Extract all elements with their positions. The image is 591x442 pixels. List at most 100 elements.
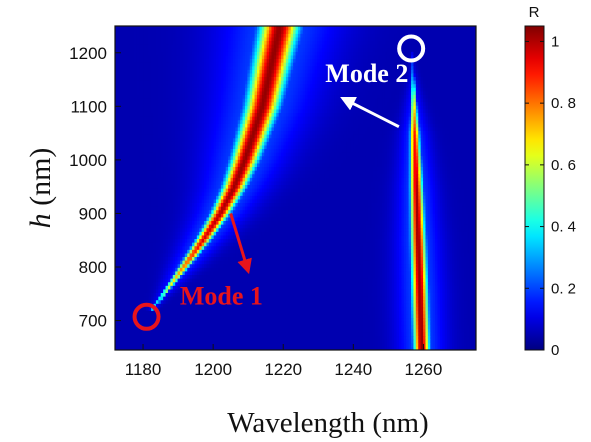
heatmap-cell bbox=[264, 321, 268, 326]
heatmap-cell bbox=[165, 314, 169, 319]
heatmap-cell bbox=[134, 342, 138, 347]
heatmap-cell bbox=[177, 317, 181, 322]
heatmap-cell bbox=[182, 346, 186, 350]
heatmap-cell bbox=[216, 317, 220, 322]
heatmap-cell bbox=[129, 296, 133, 301]
heatmap-cell bbox=[427, 314, 431, 319]
heatmap-cell bbox=[122, 299, 126, 304]
heatmap-cell bbox=[228, 342, 232, 347]
heatmap-cell bbox=[355, 332, 359, 337]
heatmap-cell bbox=[305, 328, 309, 333]
heatmap-cell bbox=[406, 314, 410, 319]
heatmap-cell bbox=[295, 303, 299, 308]
heatmap-cell bbox=[382, 342, 386, 347]
heatmap-cell bbox=[278, 306, 282, 311]
heatmap-cell bbox=[115, 328, 119, 333]
heatmap-cell bbox=[235, 339, 239, 344]
heatmap-cell bbox=[122, 342, 126, 347]
heatmap-cell bbox=[155, 339, 159, 344]
heatmap-cell bbox=[271, 324, 275, 329]
heatmap-cell bbox=[305, 339, 309, 344]
heatmap-cell bbox=[153, 335, 157, 340]
heatmap-cell bbox=[187, 328, 191, 333]
heatmap-cell bbox=[146, 317, 150, 322]
heatmap-cell bbox=[391, 299, 395, 304]
heatmap-cell bbox=[220, 328, 224, 333]
heatmap-cell bbox=[423, 342, 427, 347]
heatmap-cell bbox=[237, 342, 241, 347]
heatmap-cell bbox=[254, 306, 258, 311]
heatmap-cell bbox=[439, 299, 443, 304]
heatmap-cell bbox=[131, 296, 135, 301]
heatmap-cell bbox=[350, 335, 354, 340]
heatmap-cell bbox=[439, 342, 443, 347]
heatmap-cell bbox=[442, 306, 446, 311]
heatmap-cell bbox=[254, 317, 258, 322]
heatmap-cell bbox=[372, 314, 376, 319]
heatmap-cell bbox=[151, 306, 155, 311]
heatmap-cell bbox=[153, 314, 157, 319]
heatmap-cell bbox=[408, 317, 412, 322]
heatmap-cell bbox=[442, 332, 446, 337]
heatmap-cell bbox=[278, 324, 282, 329]
heatmap-cell bbox=[163, 306, 167, 311]
heatmap-cell bbox=[297, 346, 301, 350]
heatmap-cell bbox=[206, 317, 210, 322]
heatmap-cell bbox=[319, 339, 323, 344]
heatmap-cell bbox=[283, 324, 287, 329]
heatmap-cell bbox=[384, 306, 388, 311]
heatmap-cell bbox=[454, 303, 458, 308]
heatmap-cell bbox=[350, 324, 354, 329]
heatmap-cell bbox=[204, 346, 208, 350]
heatmap-cell bbox=[155, 346, 159, 350]
heatmap-cell bbox=[165, 335, 169, 340]
heatmap-cell bbox=[254, 303, 258, 308]
heatmap-cell bbox=[256, 328, 260, 333]
heatmap-cell bbox=[312, 324, 316, 329]
heatmap-cell bbox=[379, 346, 383, 350]
heatmap-cell bbox=[269, 346, 273, 350]
heatmap-cell bbox=[119, 324, 123, 329]
heatmap-cell bbox=[223, 324, 227, 329]
heatmap-cell bbox=[367, 328, 371, 333]
heatmap-cell bbox=[379, 342, 383, 347]
heatmap-cell bbox=[415, 324, 419, 329]
heatmap-cell bbox=[415, 310, 419, 315]
heatmap-cell bbox=[278, 346, 282, 350]
heatmap-cell bbox=[456, 328, 460, 333]
heatmap-cell bbox=[386, 335, 390, 340]
heatmap-cell bbox=[408, 299, 412, 304]
heatmap-cell bbox=[406, 299, 410, 304]
heatmap-cell bbox=[204, 310, 208, 315]
heatmap-cell bbox=[211, 314, 215, 319]
heatmap-cell bbox=[192, 296, 196, 301]
heatmap-cell bbox=[115, 321, 119, 326]
heatmap-cell bbox=[343, 332, 347, 337]
heatmap-cell bbox=[276, 317, 280, 322]
heatmap-cell bbox=[230, 321, 234, 326]
heatmap-cell bbox=[247, 306, 251, 311]
heatmap-cell bbox=[420, 332, 424, 337]
heatmap-cell bbox=[187, 339, 191, 344]
heatmap-cell bbox=[184, 328, 188, 333]
heatmap-cell bbox=[449, 310, 453, 315]
heatmap-cell bbox=[172, 299, 176, 304]
heatmap-cell bbox=[302, 317, 306, 322]
heatmap-cell bbox=[329, 299, 333, 304]
heatmap-cell bbox=[194, 296, 198, 301]
heatmap-cell bbox=[208, 299, 212, 304]
heatmap-cell bbox=[242, 317, 246, 322]
heatmap-cell bbox=[329, 342, 333, 347]
heatmap-cell bbox=[232, 306, 236, 311]
heatmap-cell bbox=[370, 328, 374, 333]
heatmap-cell bbox=[449, 332, 453, 337]
heatmap-cell bbox=[326, 299, 330, 304]
heatmap-cell bbox=[374, 317, 378, 322]
heatmap-cell bbox=[447, 346, 451, 350]
heatmap-cell bbox=[355, 346, 359, 350]
heatmap-cell bbox=[261, 321, 265, 326]
heatmap-cell bbox=[353, 332, 357, 337]
heatmap-cell bbox=[317, 321, 321, 326]
heatmap-cell bbox=[350, 346, 354, 350]
heatmap-cell bbox=[213, 314, 217, 319]
